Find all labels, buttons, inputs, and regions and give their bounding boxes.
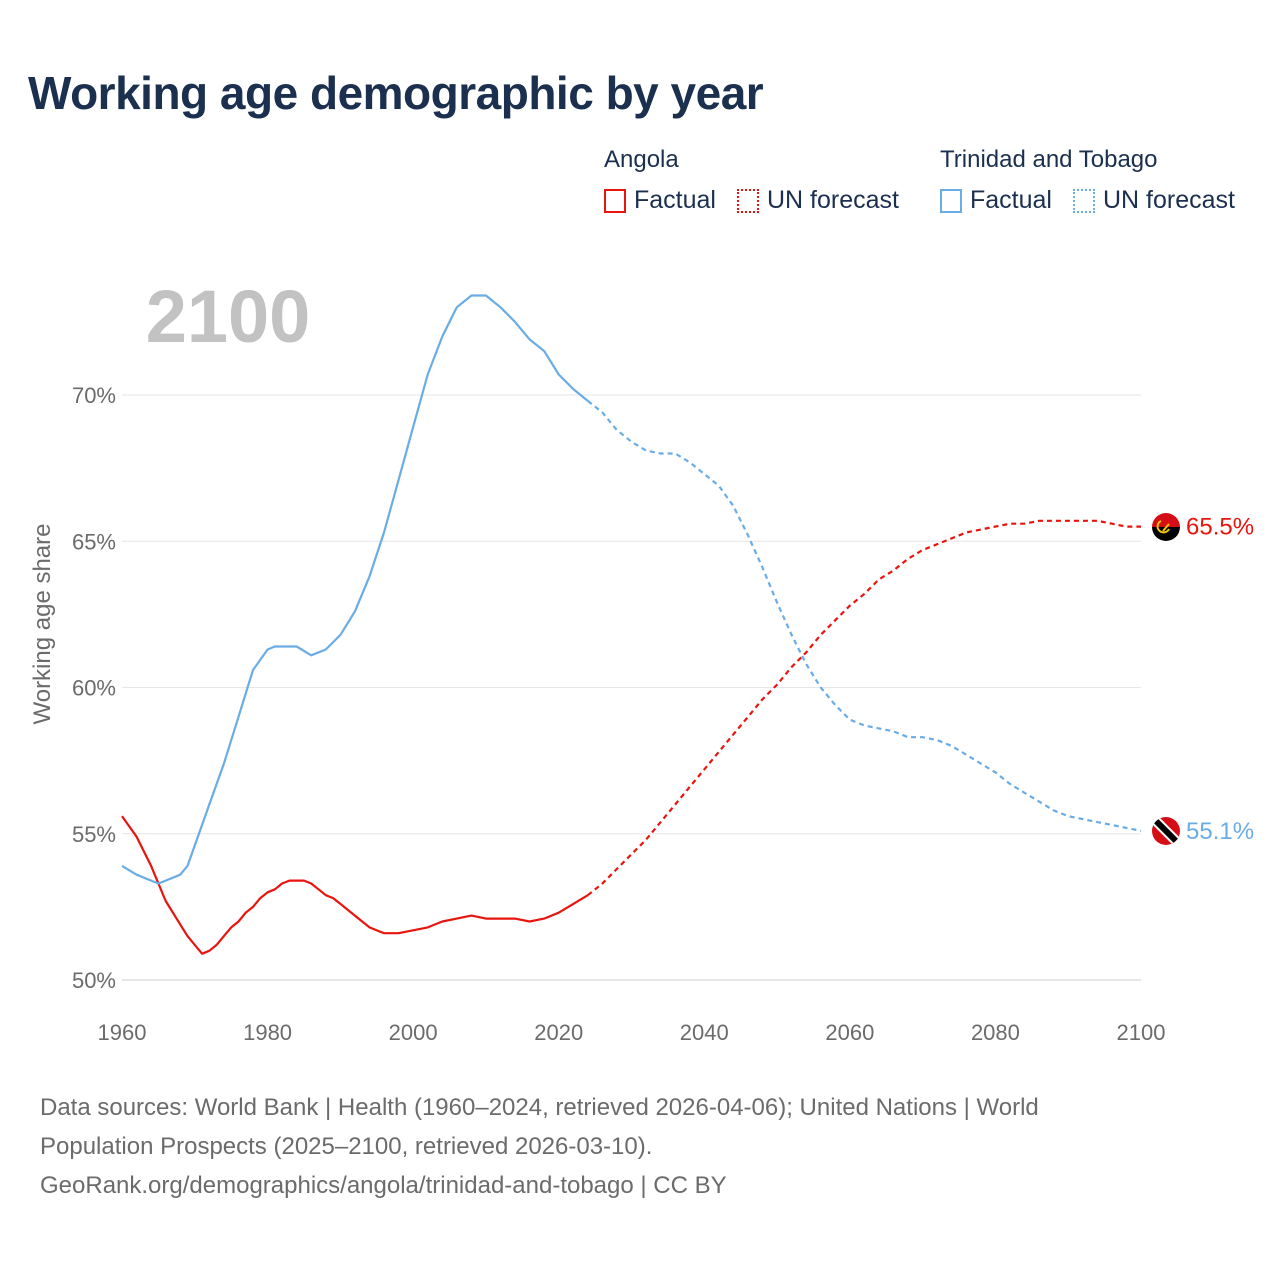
year-watermark: 2100 [146, 275, 311, 358]
end-label-angola: 65.5% [1186, 514, 1254, 541]
series-line-angola-factual[interactable] [121, 815, 589, 955]
series-line-trinidad-and-tobago-forecast[interactable] [587, 400, 1142, 832]
legend-group-angola: Angola [604, 146, 679, 173]
x-tick-label: 2040 [680, 1020, 729, 1045]
legend-swatch-trinidad-factual [940, 188, 962, 213]
legend-trinidad-forecast[interactable]: UN forecast [1073, 186, 1235, 215]
legend-angola-factual[interactable]: Factual [604, 186, 716, 215]
y-tick-label: 65% [72, 529, 116, 554]
x-tick-label: 2060 [825, 1020, 874, 1045]
series-line-angola-forecast[interactable] [587, 519, 1141, 897]
y-axis-ticks: 50% 55% 60% 65% 70% [72, 383, 116, 993]
legend-group-trinidad: Trinidad and Tobago [940, 146, 1158, 173]
y-tick-label: 55% [72, 822, 116, 847]
x-tick-label: 2020 [534, 1020, 583, 1045]
trinidad-flag-icon [1152, 817, 1180, 845]
y-axis-label: Working age share [29, 524, 56, 725]
legend-swatch-trinidad-forecast [1073, 188, 1095, 213]
legend-trinidad-factual[interactable]: Factual [940, 186, 1052, 215]
x-tick-label: 1980 [243, 1020, 292, 1045]
series-line-trinidad-and-tobago-factual[interactable] [121, 294, 589, 885]
y-tick-label: 70% [72, 383, 116, 408]
gridlines [122, 394, 1141, 981]
source-line-3[interactable]: GeoRank.org/demographics/angola/trinidad… [40, 1172, 727, 1199]
legend-label-trinidad-factual: Factual [970, 186, 1052, 214]
y-tick-label: 60% [72, 676, 116, 701]
y-tick-label: 50% [72, 968, 116, 993]
legend-label-trinidad-forecast: UN forecast [1103, 186, 1235, 214]
legend-label-angola-forecast: UN forecast [767, 186, 899, 214]
end-label-trinidad-and-tobago: 55.1% [1186, 818, 1254, 845]
source-line-1: Data sources: World Bank | Health (1960–… [40, 1094, 1039, 1121]
x-tick-label: 2000 [389, 1020, 438, 1045]
data-source-note: Data sources: World Bank | Health (1960–… [40, 1088, 1220, 1205]
legend-angola-forecast[interactable]: UN forecast [737, 186, 899, 215]
x-axis-ticks: 1960 1980 2000 2020 2040 2060 2080 2100 [98, 1020, 1166, 1045]
x-tick-label: 2080 [971, 1020, 1020, 1045]
legend-swatch-angola-forecast [737, 188, 759, 213]
series-layer: 65.5% 55.1% [121, 294, 1254, 955]
legend-label-angola-factual: Factual [634, 186, 716, 214]
legend-swatch-angola-factual [604, 188, 626, 213]
source-line-2: Population Prospects (2025–2100, retriev… [40, 1133, 653, 1160]
line-chart: 50% 55% 60% 65% 70% 1960 1980 2000 2020 2040 2060… [29, 275, 1254, 1045]
x-tick-label: 2100 [1117, 1020, 1166, 1045]
x-tick-label: 1960 [98, 1020, 147, 1045]
chart-title: Working age demographic by year [28, 67, 764, 119]
angola-flag-icon [1152, 513, 1180, 541]
